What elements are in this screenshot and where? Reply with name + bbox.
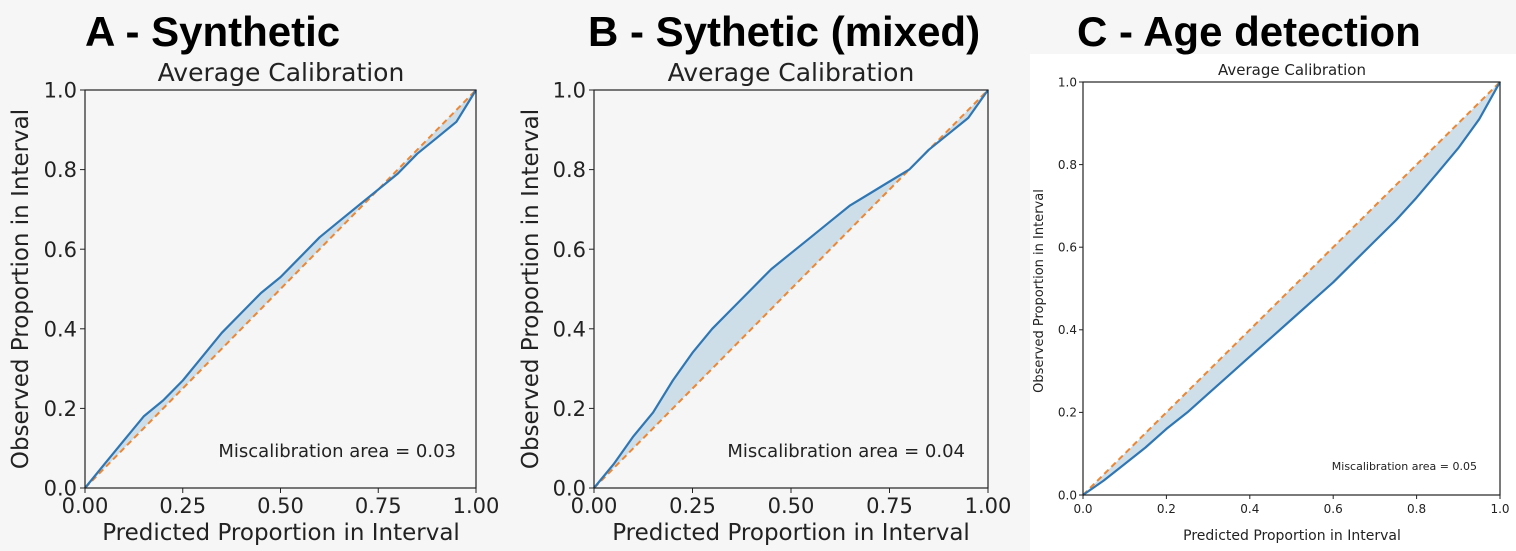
- y-tick-label: 0.2: [553, 397, 586, 421]
- calibration-curve: [1082, 81, 1501, 496]
- x-axis-label: Predicted Proportion in Interval: [612, 520, 970, 546]
- x-tick-label: 0.00: [571, 494, 618, 518]
- y-tick-label: 0.0: [44, 477, 77, 501]
- panel-c-chart: Average Calibration 0.0 0.2 0.4 0.6 0.8 1.0 0.…: [1032, 61, 1510, 544]
- axes-frame: [1082, 81, 1501, 496]
- x-tick-label: 0.25: [669, 494, 716, 518]
- y-axis-label: Observed Proportion in Interval: [1032, 189, 1047, 393]
- x-tick-label: 0.50: [768, 494, 815, 518]
- x-tick-label: 0.50: [257, 494, 304, 518]
- miscalibration-annotation: Miscalibration area = 0.04: [727, 441, 965, 462]
- chart-title: Average Calibration: [668, 58, 915, 87]
- panel-a-chart: Average Calibration 0.00 0.25 0.50 0.75 1.00…: [8, 58, 499, 546]
- y-tick-label: 0.2: [1058, 406, 1077, 420]
- y-tick-label: 0.8: [1058, 158, 1077, 172]
- y-tick-label: 1.0: [1058, 75, 1077, 89]
- y-tick-label: 0.4: [553, 317, 586, 341]
- x-tick-label: 0.0: [1073, 502, 1092, 516]
- axes-frame: [84, 89, 477, 489]
- y-axis-label: Observed Proportion in Interval: [518, 109, 544, 469]
- y-tick-label: 0.2: [44, 397, 77, 421]
- y-tick-label: 0.6: [1058, 241, 1077, 255]
- x-tick-label: 0.00: [62, 494, 109, 518]
- x-axis-label: Predicted Proportion in Interval: [102, 520, 460, 546]
- y-tick-label: 0.0: [1058, 488, 1077, 502]
- panel-b-chart: Average Calibration 0.00 0.25 0.50 0.75 1.00…: [518, 58, 1011, 546]
- y-tick-label: 0.6: [553, 238, 586, 262]
- x-tick-label: 0.8: [1407, 502, 1426, 516]
- x-tick-label: 0.25: [159, 494, 206, 518]
- miscalibration-fill: [85, 90, 476, 488]
- panel-a-letter: A - Synthetic: [85, 8, 340, 55]
- x-tick-label: 1.00: [965, 494, 1012, 518]
- y-tick-label: 0.0: [553, 477, 586, 501]
- miscalibration-annotation: Miscalibration area = 0.05: [1332, 460, 1477, 473]
- y-tick-label: 0.4: [44, 317, 77, 341]
- y-tick-label: 0.8: [553, 158, 586, 182]
- x-tick-label: 1.0: [1490, 502, 1509, 516]
- panel-b-letter: B - Sythetic (mixed): [588, 8, 980, 55]
- ideal-calibration-line: [1082, 81, 1501, 496]
- y-tick-label: 0.8: [44, 158, 77, 182]
- ideal-calibration-line: [84, 89, 477, 489]
- y-tick-label: 1.0: [44, 79, 77, 103]
- x-tick-label: 0.2: [1157, 502, 1176, 516]
- x-axis-label: Predicted Proportion in Interval: [1183, 528, 1401, 544]
- y-axis-label: Observed Proportion in Interval: [8, 109, 34, 469]
- x-tick-label: 0.75: [355, 494, 402, 518]
- y-tick-label: 1.0: [553, 79, 586, 103]
- x-tick-label: 0.4: [1240, 502, 1259, 516]
- y-tick-label: 0.6: [44, 238, 77, 262]
- calibration-curve: [84, 89, 477, 489]
- panel-c-letter: C - Age detection: [1077, 8, 1421, 55]
- chart-title: Average Calibration: [158, 58, 405, 87]
- chart-title: Average Calibration: [1218, 61, 1366, 79]
- axes-frame: [593, 89, 989, 489]
- ideal-calibration-line: [593, 89, 989, 489]
- x-tick-label: 0.6: [1324, 502, 1343, 516]
- miscalibration-annotation: Miscalibration area = 0.03: [218, 441, 456, 462]
- y-tick-label: 0.4: [1058, 323, 1077, 337]
- calibration-curve: [593, 89, 989, 489]
- x-tick-label: 1.00: [453, 494, 500, 518]
- x-tick-label: 0.75: [866, 494, 913, 518]
